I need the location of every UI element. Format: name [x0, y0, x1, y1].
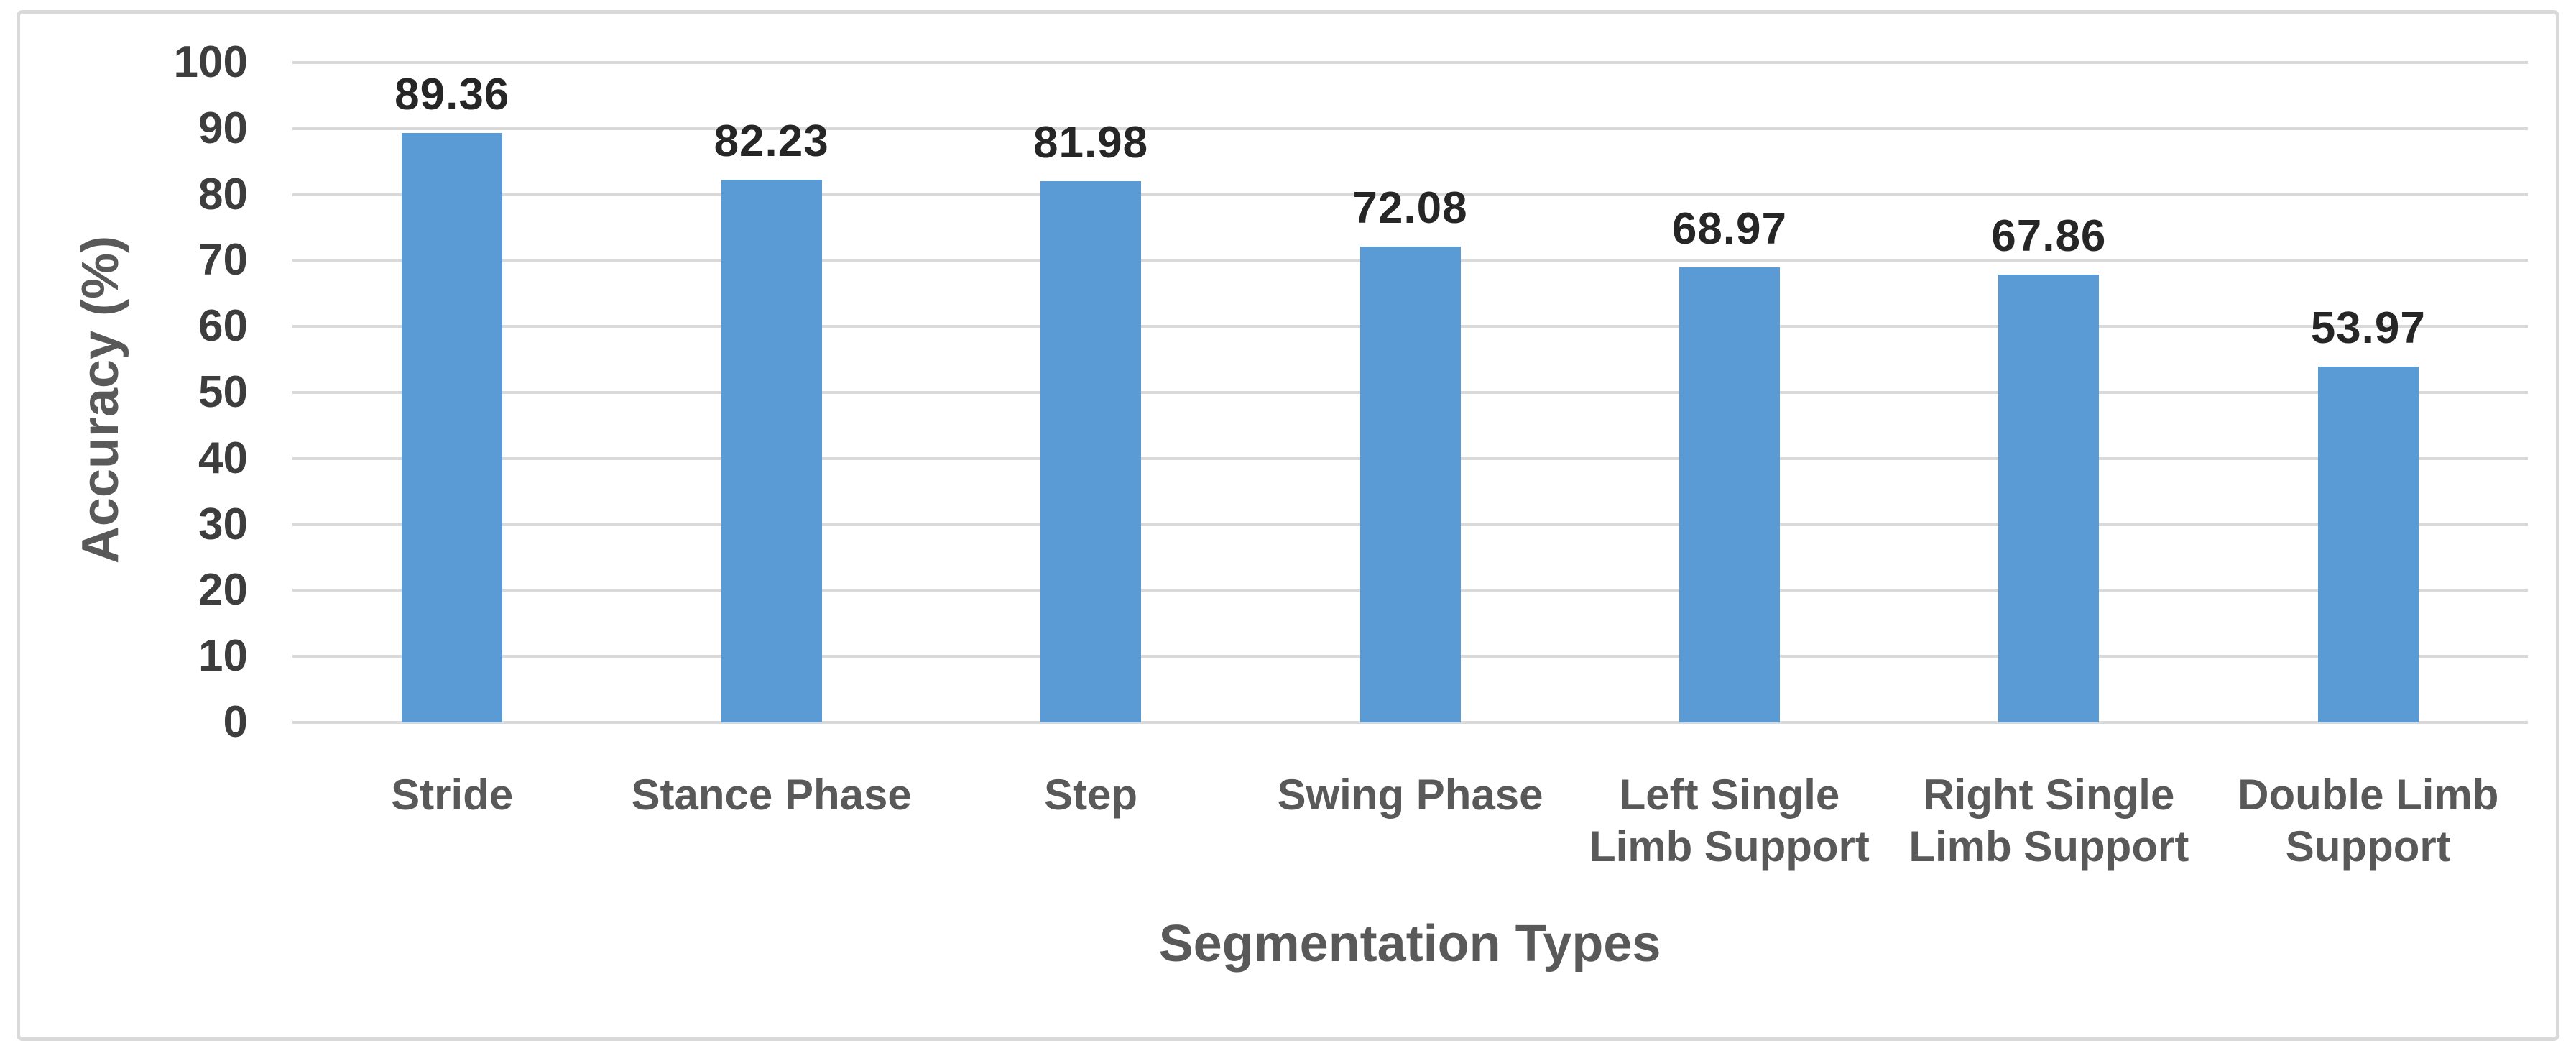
gridline-100	[292, 61, 2528, 64]
category-label-right-single-limb-support: Right Single Limb Support	[1908, 771, 2189, 871]
value-label-stance-phase: 82.23	[714, 116, 829, 167]
y-tick-label-80: 80	[198, 169, 248, 219]
gridline-0	[292, 721, 2528, 724]
gridline-80	[292, 193, 2528, 196]
y-tick-label-20: 20	[198, 565, 248, 615]
category-label-step: Step	[1044, 771, 1138, 819]
value-label-stride: 89.36	[394, 69, 510, 119]
plot-area	[292, 61, 2528, 724]
value-label-left-single-limb-support: 68.97	[1671, 203, 1787, 254]
y-tick-label-0: 0	[223, 697, 248, 747]
category-label-swing-phase: Swing Phase	[1277, 771, 1543, 819]
category-label-double-limb-support: Double Limb Support	[2238, 771, 2499, 871]
y-tick-label-50: 50	[198, 367, 248, 417]
gridline-90	[292, 127, 2528, 130]
bar-swing-phase	[1359, 247, 1461, 722]
bar-double-limb-support	[2317, 366, 2419, 722]
y-tick-label-30: 30	[198, 499, 248, 549]
value-label-step: 81.98	[1033, 118, 1149, 168]
bar-left-single-limb-support	[1679, 267, 1780, 722]
category-label-stride: Stride	[391, 771, 514, 819]
bar-stance-phase	[721, 180, 822, 722]
y-tick-label-40: 40	[198, 433, 248, 483]
y-tick-label-100: 100	[173, 37, 248, 87]
value-label-right-single-limb-support: 67.86	[1991, 211, 2107, 262]
value-label-swing-phase: 72.08	[1352, 183, 1468, 234]
bar-step	[1040, 181, 1142, 722]
category-label-left-single-limb-support: Left Single Limb Support	[1589, 771, 1870, 871]
y-tick-label-70: 70	[198, 235, 248, 285]
y-tick-label-60: 60	[198, 301, 248, 352]
bar-stride	[402, 132, 503, 722]
category-label-stance-phase: Stance Phase	[631, 771, 912, 819]
bar-right-single-limb-support	[1998, 275, 2100, 722]
value-label-double-limb-support: 53.97	[2310, 303, 2426, 353]
y-tick-label-10: 10	[198, 631, 248, 681]
y-tick-label-90: 90	[198, 103, 248, 153]
x-axis-title: Segmentation Types	[1158, 915, 1661, 973]
